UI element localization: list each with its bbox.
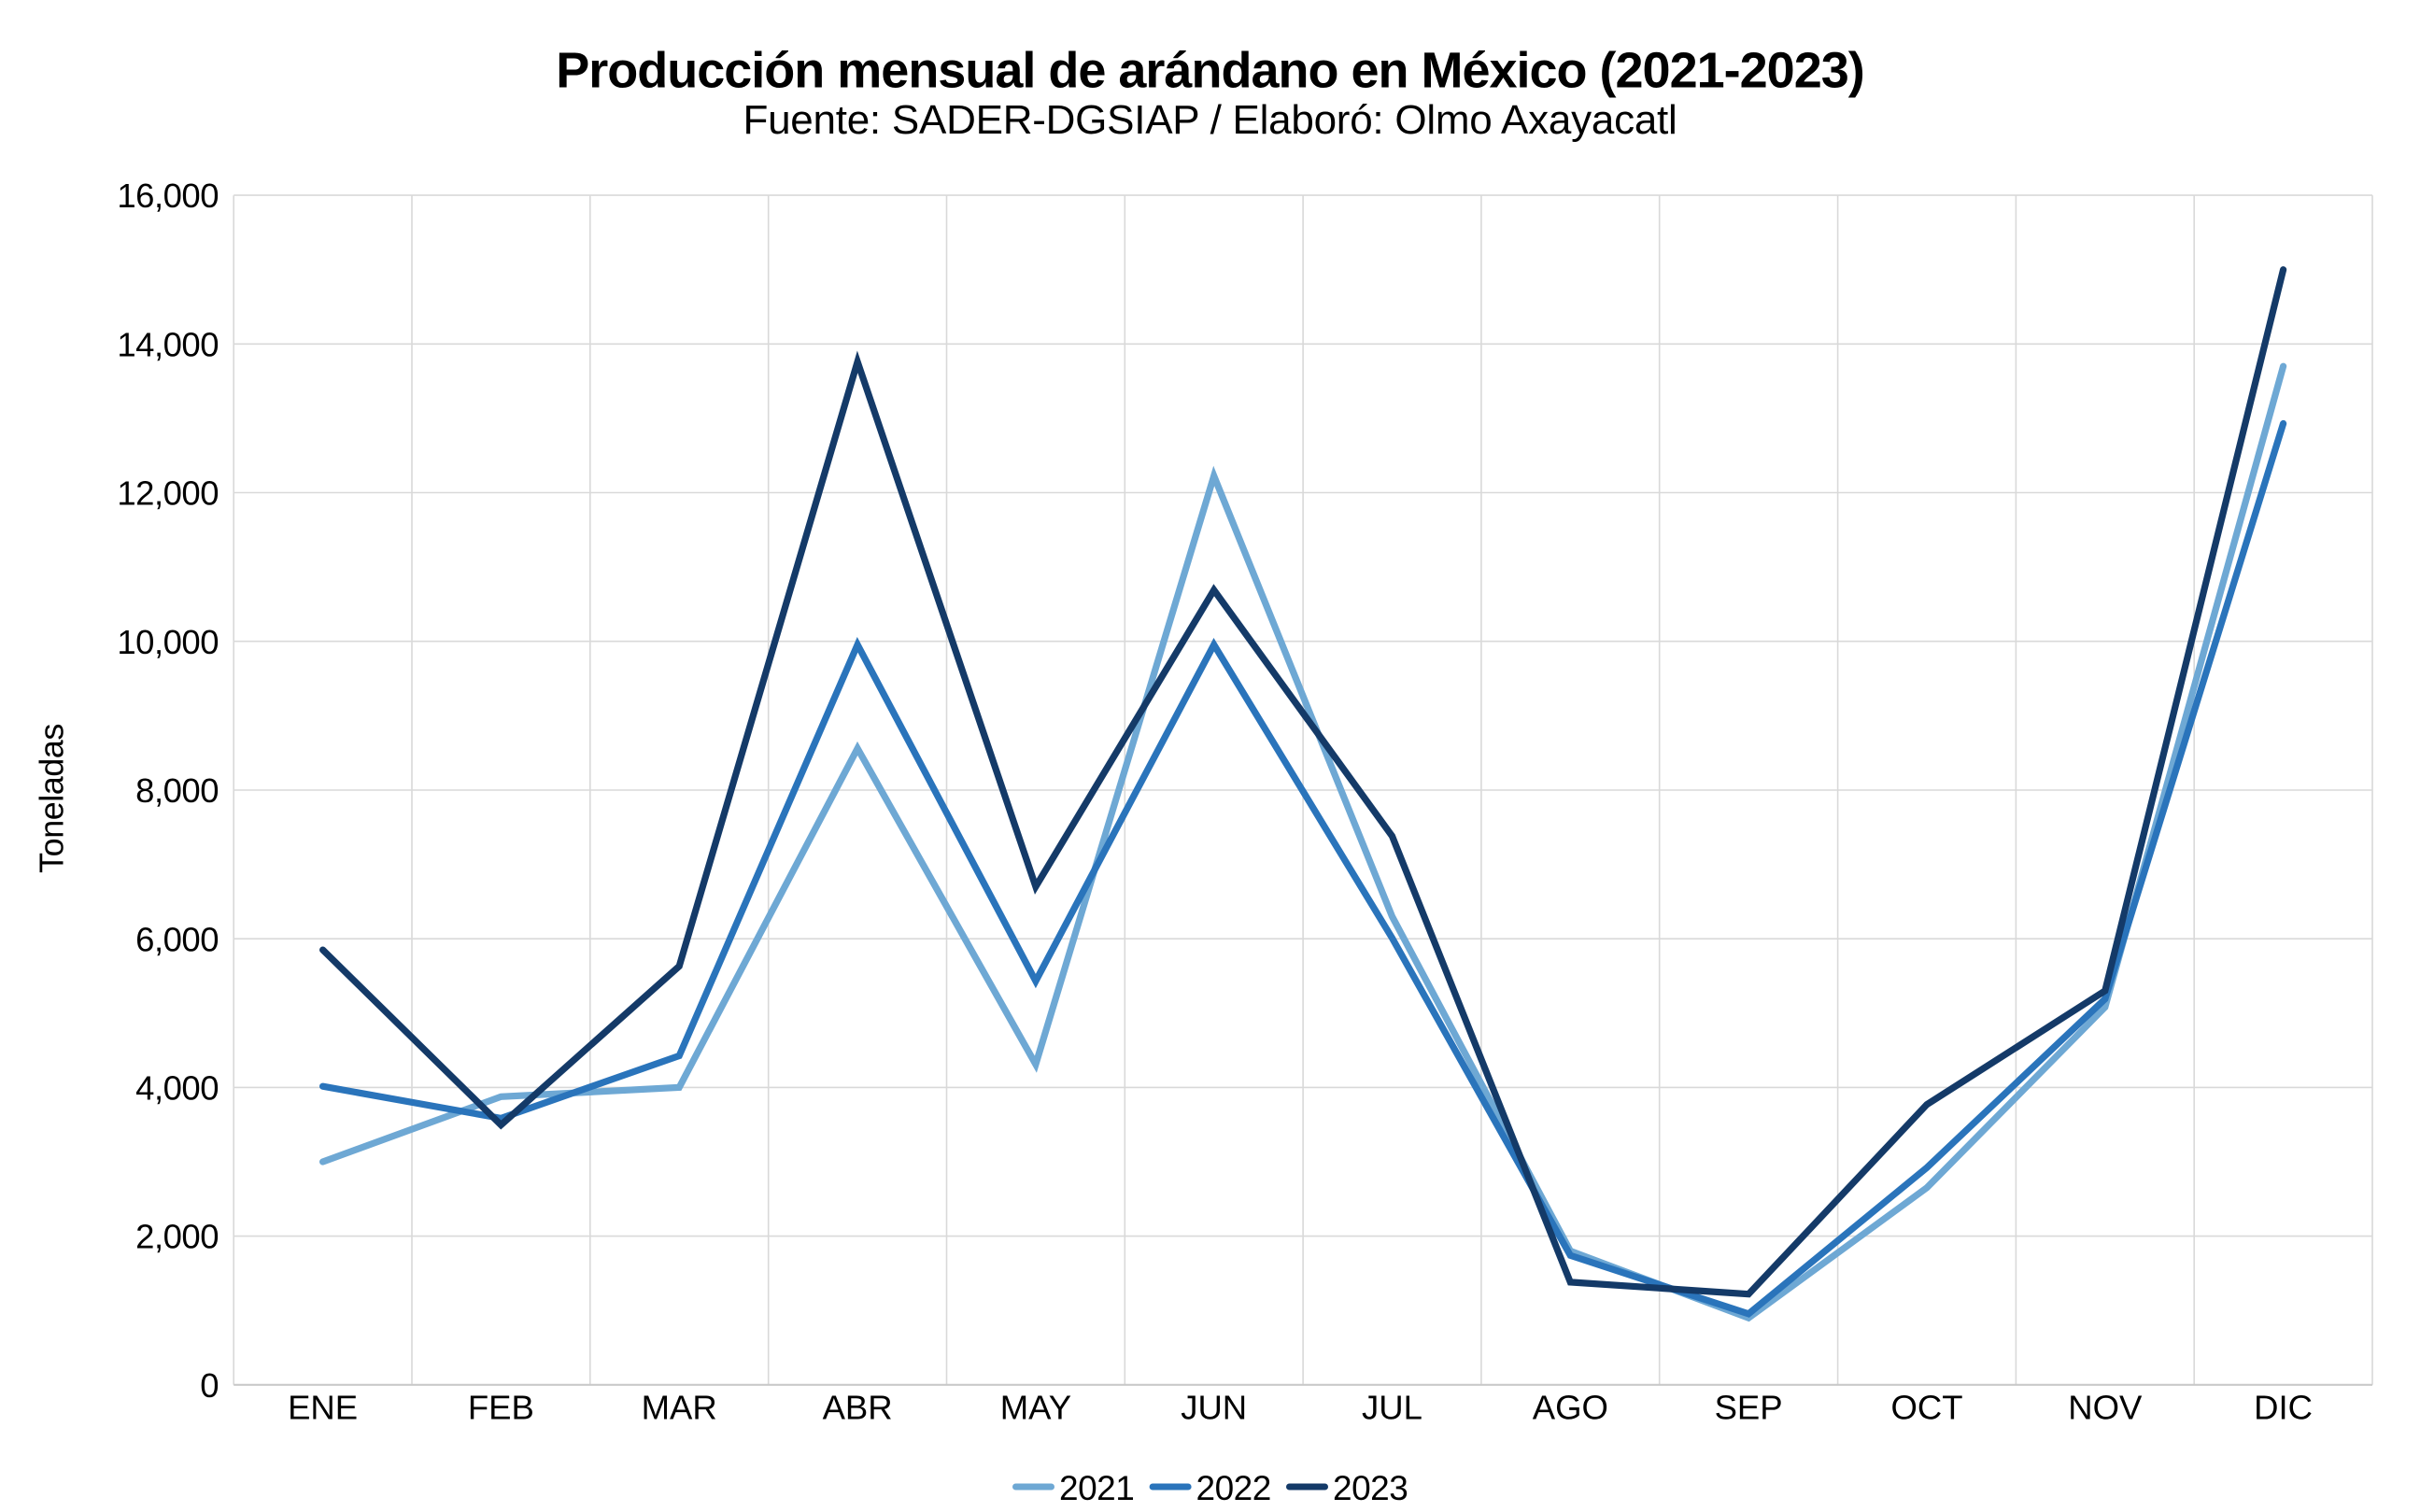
svg-text:6,000: 6,000	[135, 920, 219, 958]
svg-text:16,000: 16,000	[117, 177, 219, 215]
svg-text:8,000: 8,000	[135, 771, 219, 810]
svg-text:2,000: 2,000	[135, 1218, 219, 1256]
svg-text:FEB: FEB	[468, 1389, 534, 1427]
svg-text:2021: 2021	[1059, 1469, 1134, 1507]
svg-text:ABR: ABR	[823, 1389, 893, 1427]
svg-text:JUL: JUL	[1362, 1389, 1422, 1427]
svg-text:OCT: OCT	[1890, 1389, 1962, 1427]
svg-text:Toneladas: Toneladas	[33, 724, 71, 873]
svg-text:4,000: 4,000	[135, 1069, 219, 1108]
svg-text:10,000: 10,000	[117, 623, 219, 661]
svg-text:14,000: 14,000	[117, 325, 219, 363]
svg-text:ENE: ENE	[288, 1389, 358, 1427]
svg-text:12,000: 12,000	[117, 474, 219, 513]
svg-text:0: 0	[200, 1366, 219, 1405]
svg-text:SEP: SEP	[1715, 1389, 1783, 1427]
svg-text:Producción mensual de arándano: Producción mensual de arándano en México…	[556, 42, 1864, 98]
svg-text:NOV: NOV	[2068, 1389, 2143, 1427]
svg-text:MAR: MAR	[642, 1389, 717, 1427]
svg-text:DIC: DIC	[2254, 1389, 2313, 1427]
svg-text:MAY: MAY	[1000, 1389, 1071, 1427]
svg-text:Fuente: SADER-DGSIAP / Elaboró: Fuente: SADER-DGSIAP / Elaboró: Olmo Axa…	[743, 97, 1677, 143]
svg-text:2022: 2022	[1196, 1469, 1271, 1507]
svg-text:2023: 2023	[1333, 1469, 1408, 1507]
svg-text:AGO: AGO	[1533, 1389, 1608, 1427]
svg-text:JUN: JUN	[1181, 1389, 1247, 1427]
